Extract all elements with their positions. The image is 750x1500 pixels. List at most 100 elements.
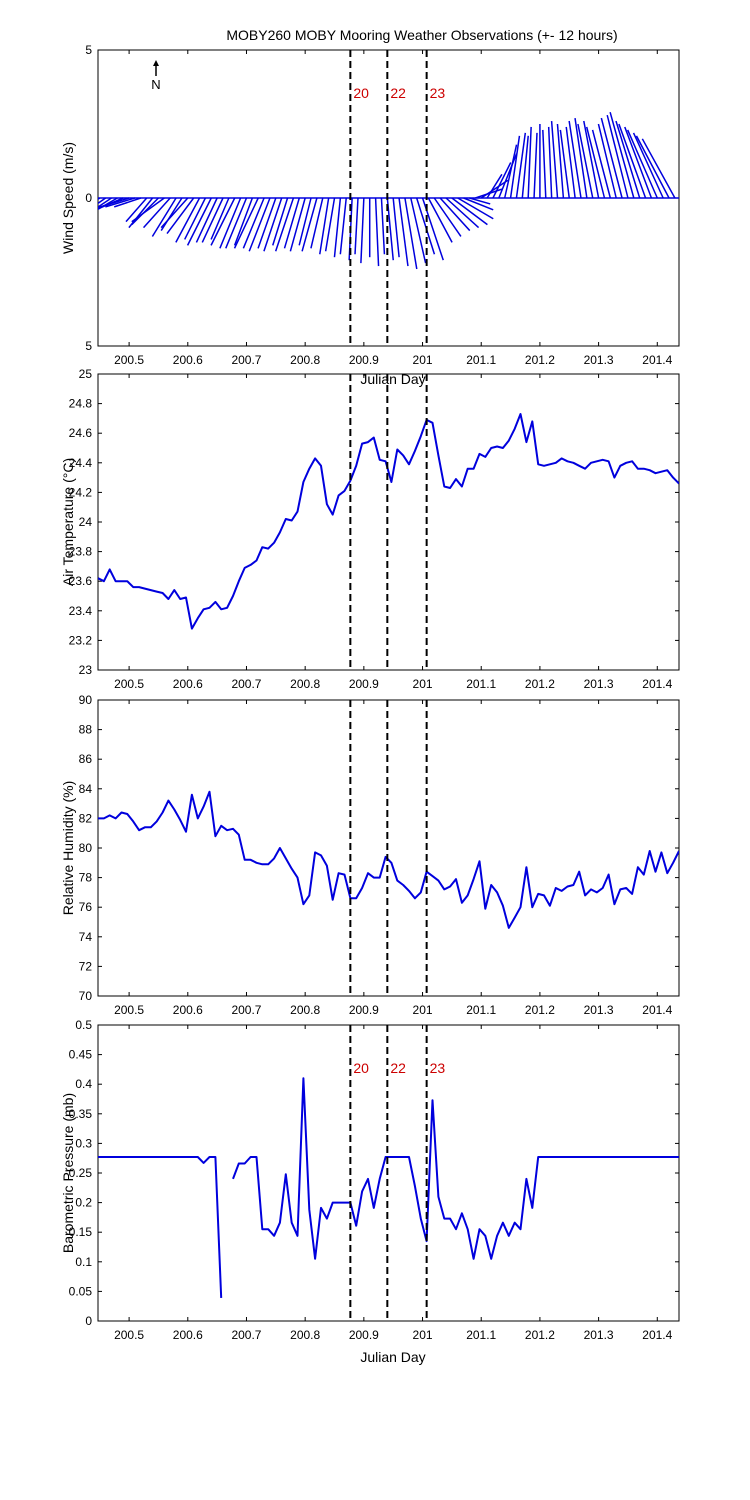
y-tick-label: 5 (85, 43, 92, 57)
x-tick-label: 201.2 (525, 353, 555, 367)
x-tick-label: 200.8 (290, 677, 320, 691)
wind-stick (591, 129, 612, 199)
wind-stick (583, 120, 600, 199)
wind-stick (577, 123, 594, 199)
y-tick-label: 90 (79, 693, 93, 707)
wind-stick (142, 197, 171, 229)
y-tick-label: 0.25 (69, 1166, 93, 1180)
panel-2: 200.5 200.6 200.7 200.8 200.9 201 201.1 201.2 20… (60, 693, 680, 1017)
wind-stick (219, 197, 242, 249)
event-marker-label: 20 (353, 1060, 369, 1076)
y-tick-label: 78 (79, 871, 93, 885)
x-tick-label: 200.7 (231, 677, 261, 691)
wind-stick (559, 129, 570, 199)
x-tick-label: 200.6 (173, 677, 203, 691)
y-tick-label: 70 (79, 989, 93, 1003)
wind-stick (339, 197, 347, 255)
x-tick-label: 200.5 (114, 1328, 144, 1342)
x-tick-label: 201.3 (584, 353, 614, 367)
wind-stick (201, 197, 224, 243)
axes-frame (97, 699, 680, 997)
wind-stick (427, 197, 453, 243)
x-tick-label: 201.4 (642, 1328, 672, 1342)
y-axis-label: Barometric Pressure (mb) (60, 1093, 76, 1253)
wind-stick (392, 197, 400, 258)
wind-stick (125, 197, 148, 223)
wind-stick (301, 197, 318, 252)
y-tick-label: 23.2 (69, 633, 93, 647)
x-axis-label: Julian Day (360, 1349, 425, 1365)
axes-frame (97, 1024, 680, 1322)
wind-stick (606, 114, 629, 199)
wind-stick (410, 197, 427, 264)
y-axis-label: Wind Speed (m/s) (60, 142, 76, 254)
y-tick-label: 24.8 (69, 397, 93, 411)
series-line (98, 1156, 223, 1298)
x-tick-label: 201 (413, 677, 433, 691)
x-tick-label: 200.7 (231, 353, 261, 367)
x-tick-label: 201 (413, 353, 433, 367)
wind-stick (597, 123, 617, 199)
wind-stick (503, 144, 518, 199)
y-tick-label: 76 (79, 900, 93, 914)
wind-stick (556, 123, 565, 199)
wind-stick (492, 162, 512, 199)
y-tick-label: 0 (85, 1314, 92, 1328)
y-axis-label: Relative Humidity (%) (60, 781, 76, 916)
plot-area (98, 790, 679, 929)
wind-stick (615, 120, 641, 199)
wind-stick (151, 197, 177, 237)
y-tick-label: 23.8 (69, 545, 93, 559)
y-tick-label: 86 (79, 752, 93, 766)
wind-stick (283, 197, 301, 249)
wind-stick (463, 197, 494, 211)
y-tick-label: 72 (79, 959, 93, 973)
y-tick-label: 0.35 (69, 1107, 93, 1121)
y-tick-label: 24 (79, 515, 93, 529)
x-tick-label: 201.1 (466, 1003, 496, 1017)
x-tick-label: 201.2 (525, 1328, 555, 1342)
wind-stick (600, 117, 623, 199)
y-tick-label: 23.6 (69, 574, 93, 588)
x-tick-label: 201.3 (584, 1328, 614, 1342)
x-tick-label: 200.7 (231, 1003, 261, 1017)
y-tick-label: 80 (79, 841, 93, 855)
wind-stick (486, 173, 503, 199)
wind-stick (480, 179, 509, 199)
x-tick-label: 201.1 (466, 1328, 496, 1342)
wind-stick (166, 197, 195, 234)
wind-stick (547, 126, 553, 199)
x-tick-label: 201.3 (584, 677, 614, 691)
wind-stick (98, 197, 107, 205)
wind-stick (98, 197, 130, 209)
y-tick-label: 24.6 (69, 426, 93, 440)
plot-area (98, 413, 679, 630)
wind-stick (641, 138, 676, 199)
wind-stick (210, 197, 230, 240)
wind-stick (457, 197, 494, 220)
x-tick-label: 200.9 (349, 1003, 379, 1017)
x-tick-label: 201.3 (584, 1003, 614, 1017)
x-tick-label: 201.1 (466, 353, 496, 367)
x-tick-label: 200.6 (173, 1003, 203, 1017)
x-tick-label: 200.9 (349, 353, 379, 367)
wind-stick (105, 197, 136, 208)
y-tick-label: 74 (79, 930, 93, 944)
wind-stick (160, 197, 183, 231)
y-tick-label: 0.15 (69, 1225, 93, 1239)
wind-stick (550, 120, 559, 199)
event-marker-label: 20 (353, 85, 369, 101)
event-marker-label: 22 (390, 1060, 406, 1076)
series-line (98, 413, 679, 630)
wind-stick (195, 197, 218, 243)
wind-stick (274, 197, 295, 252)
wind-stick (635, 135, 670, 199)
x-tick-label: 201.4 (642, 677, 672, 691)
y-tick-label: 25 (79, 367, 93, 381)
panel-1: 200.5 200.6 200.7 200.8 200.9 201 201.1 201.2 20… (60, 367, 680, 691)
y-tick-label: 0.3 (75, 1136, 92, 1150)
wind-stick (618, 123, 647, 199)
panel-3: 200.5 200.6 200.7 200.8 200.9 201 201.1 201.2 20… (60, 1018, 680, 1342)
wind-stick (248, 197, 271, 252)
